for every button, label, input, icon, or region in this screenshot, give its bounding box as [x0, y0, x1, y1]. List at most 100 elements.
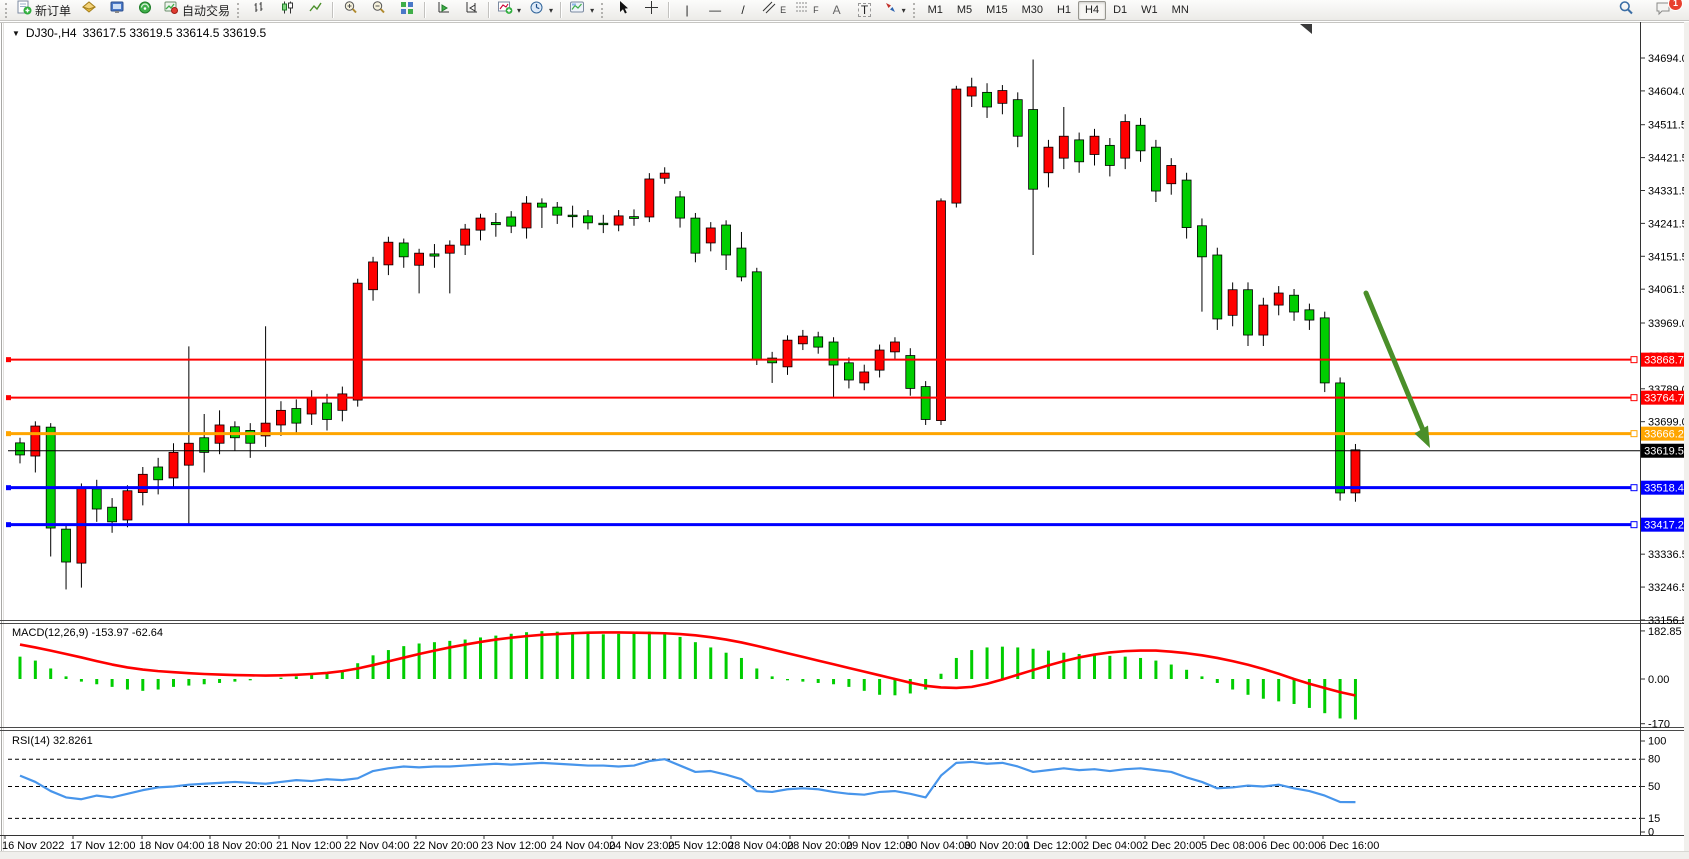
candle-body [1135, 124, 1146, 152]
timeframe-button-m1[interactable]: M1 [927, 4, 943, 16]
timeframe-button-mn[interactable]: MN [1171, 4, 1189, 16]
vertical-line-tool-button[interactable]: | [673, 0, 701, 21]
candle-body [813, 336, 824, 348]
level-left-handle[interactable] [6, 485, 11, 491]
new-order-button[interactable]: 新订单 [13, 0, 75, 21]
toolbar-drag-handle[interactable] [601, 2, 606, 18]
candle-body [705, 227, 716, 244]
date-tick-label: 25 Nov 12:00 [668, 840, 733, 852]
navigator-icon [137, 0, 153, 20]
candle-body [659, 172, 670, 179]
window-bottom-edge [0, 851, 1689, 859]
candle-body [1028, 109, 1038, 190]
candle-body [153, 466, 164, 481]
level-right-handle[interactable] [1630, 484, 1638, 492]
chart-shift-button[interactable] [457, 0, 485, 21]
toolbar-drag-handle[interactable] [5, 2, 10, 18]
price-tag-label: 33518.4 [1644, 483, 1684, 495]
candle-body [920, 386, 931, 420]
price-tick-label: 34511.5 [1648, 120, 1687, 132]
timeframe-button-m15[interactable]: M15 [986, 4, 1008, 16]
date-tick-label: 28 Nov 04:00 [728, 840, 793, 852]
main-toolbar: 新订单 自动交易 [0, 0, 1689, 21]
level-right-handle[interactable] [1630, 394, 1638, 402]
level-left-handle[interactable] [6, 395, 11, 401]
notifications-button[interactable]: 1 [1649, 0, 1683, 21]
bar-chart-mode-button[interactable] [245, 0, 273, 21]
data-window-button[interactable] [103, 0, 131, 21]
level-right-handle[interactable] [1630, 430, 1638, 438]
sell-arrow-object[interactable] [1363, 290, 1426, 433]
cursor-tool-button[interactable] [609, 0, 637, 21]
template-button[interactable]: ▾ [565, 0, 598, 21]
toolbar-drag-handle[interactable] [912, 2, 918, 18]
crosshair-tool-button[interactable] [637, 0, 665, 21]
auto-scroll-button[interactable] [429, 0, 457, 21]
candle-body [1258, 304, 1269, 336]
text-tool-button[interactable]: A [823, 0, 851, 21]
timeframe-button-d1[interactable]: D1 [1113, 4, 1128, 16]
candle-chart-mode-button[interactable] [273, 0, 301, 21]
trendline-tool-button[interactable]: / [729, 0, 757, 21]
bar-chart-icon [252, 0, 267, 20]
date-tick-label: 16 Nov 2022 [2, 840, 64, 852]
line-chart-mode-button[interactable] [301, 0, 329, 21]
zoom-out-button[interactable] [365, 0, 393, 21]
candle-body [1304, 309, 1315, 321]
sell-arrow-head[interactable] [1414, 425, 1431, 449]
autotrade-button[interactable]: 自动交易 [159, 0, 234, 21]
candle-body [398, 242, 409, 258]
toolbar-drag-handle[interactable] [237, 2, 242, 18]
navigator-button[interactable] [131, 0, 159, 21]
level-right-handle[interactable] [1630, 521, 1638, 529]
price-tick-label: 34151.5 [1648, 251, 1688, 263]
macd-tick-label: 0.00 [1648, 674, 1669, 686]
timeframe-button-m5[interactable]: M5 [956, 4, 973, 16]
timeframe-button-w1[interactable]: W1 [1141, 4, 1158, 16]
level-left-handle[interactable] [6, 522, 11, 528]
chart-background[interactable] [0, 22, 1689, 851]
period-button[interactable]: ▾ [525, 0, 557, 21]
fibonacci-icon [794, 0, 810, 20]
text-label-icon: T [857, 3, 872, 17]
candle-body [982, 91, 992, 108]
tile-windows-button[interactable] [393, 0, 421, 21]
price-tick-label: 33156.5 [1648, 615, 1688, 627]
chart-shift-marker[interactable] [1300, 24, 1312, 34]
timeframe-button-m30[interactable]: M30 [1021, 4, 1043, 16]
level-left-handle[interactable] [6, 357, 11, 363]
candle-body [368, 261, 378, 291]
candle-body [429, 253, 440, 257]
text-label-tool-button[interactable]: T [851, 0, 879, 21]
horizontal-line-tool-button[interactable]: — [701, 0, 729, 21]
candle-body [1151, 146, 1161, 192]
rsi-tick-label: 15 [1648, 813, 1660, 825]
channel-icon [761, 0, 777, 20]
search-button[interactable] [1612, 0, 1640, 21]
price-tick-label: 34604.0 [1648, 86, 1688, 98]
candle-body [122, 490, 133, 521]
arrows-tool-button[interactable]: ▾ [879, 0, 910, 21]
level-left-handle[interactable] [6, 431, 11, 437]
candle-body [721, 224, 731, 256]
clock-icon [529, 0, 545, 20]
autotrade-icon [163, 0, 179, 20]
zoom-in-button[interactable] [337, 0, 365, 21]
level-right-handle[interactable] [1630, 356, 1638, 364]
candle-body [1058, 135, 1069, 159]
date-tick-label: 6 Dec 16:00 [1320, 840, 1379, 852]
candle-body [1089, 135, 1100, 155]
market-watch-button[interactable] [75, 0, 103, 21]
candle-body [276, 409, 286, 426]
fibonacci-tool-button[interactable]: F [790, 0, 823, 21]
add-indicator-button[interactable]: ▾ [493, 0, 525, 21]
timeframe-button-h1[interactable]: H1 [1056, 4, 1072, 16]
rsi-tick-label: 100 [1648, 736, 1666, 748]
collapse-triangle-icon[interactable]: ▼ [12, 28, 20, 38]
candle-body [444, 244, 455, 254]
date-tick-label: 18 Nov 04:00 [139, 840, 204, 852]
price-tick-label: 33246.5 [1648, 582, 1688, 594]
equidistant-channel-tool-button[interactable]: E [757, 0, 790, 21]
timeframe-button-h4[interactable]: H4 [1078, 0, 1107, 20]
